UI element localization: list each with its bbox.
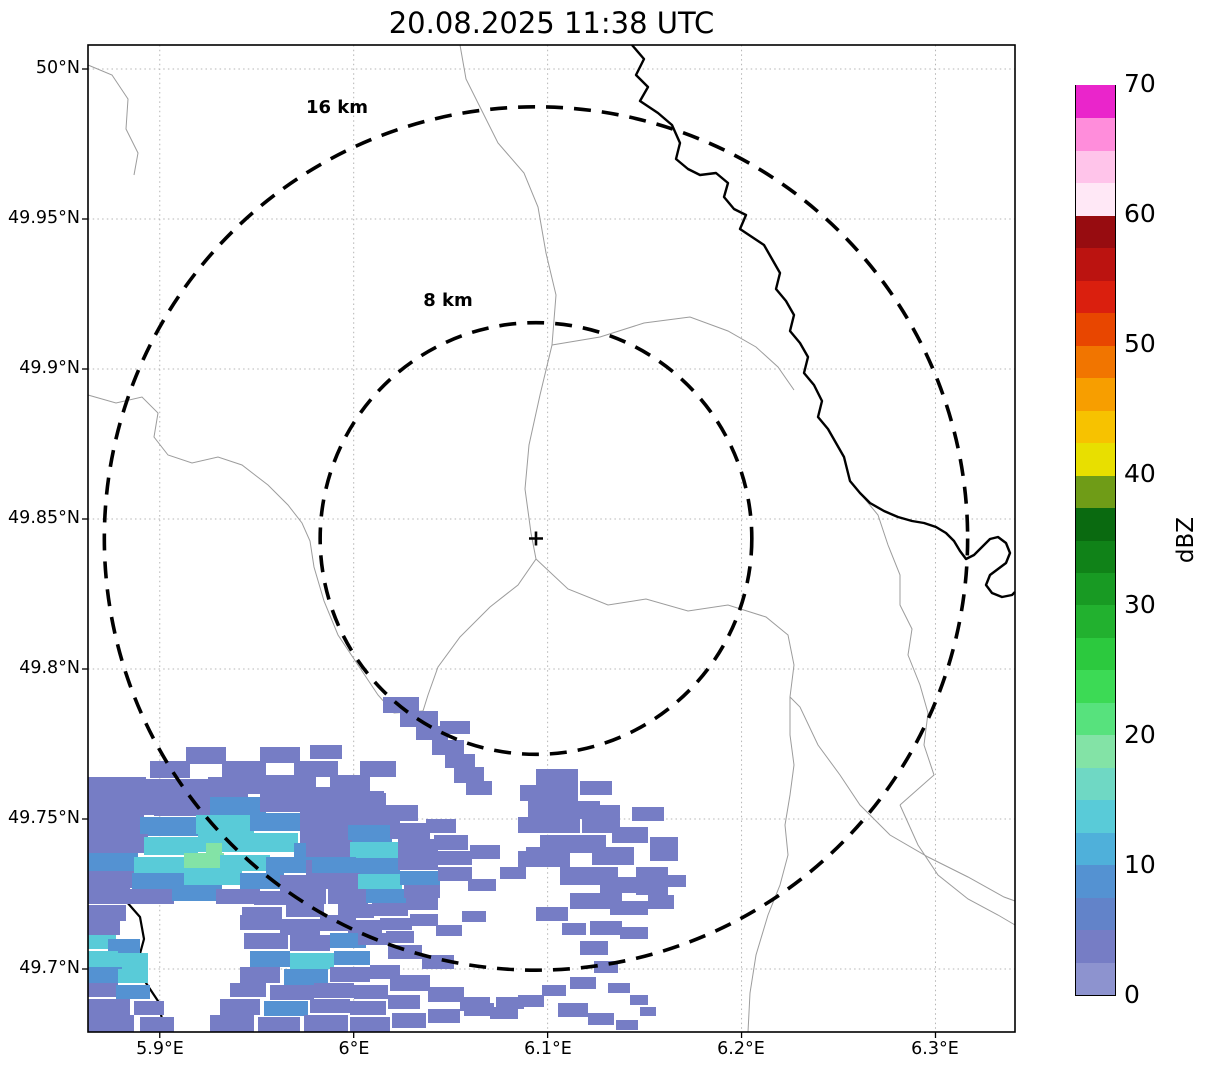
- ring-label-16km: 16 km: [306, 97, 368, 118]
- chart-title: 20.08.2025 11:38 UTC: [388, 6, 715, 40]
- grid-lines: [82, 45, 1015, 1038]
- admin-border-lines: [87, 44, 1016, 1033]
- colorbar-segment: [1076, 279, 1115, 314]
- colorbar-segment: [1076, 799, 1115, 833]
- colorbar-tick-label: 60: [1124, 199, 1156, 228]
- colorbar-tick-label: 70: [1124, 69, 1156, 98]
- x-tick-label: 5.9°E: [136, 1039, 184, 1059]
- colorbar-tick-label: 40: [1124, 459, 1156, 488]
- colorbar-segment: [1076, 831, 1115, 866]
- colorbar-segment: [1076, 864, 1115, 898]
- radar-map-plot: 16 km 8 km: [82, 44, 1016, 1038]
- y-tick-label: 50°N: [35, 58, 80, 78]
- colorbar-segment: [1076, 929, 1115, 963]
- colorbar-segment: [1076, 312, 1115, 346]
- colorbar-segment: [1076, 474, 1115, 509]
- colorbar-segment: [1076, 117, 1115, 151]
- range-rings: [102, 105, 970, 972]
- y-tick-label: 49.8°N: [19, 658, 80, 678]
- colorbar-segment: [1076, 247, 1115, 281]
- colorbar-segment: [1076, 604, 1115, 638]
- y-tick-label: 49.7°N: [19, 958, 80, 978]
- colorbar-segment: [1076, 149, 1115, 184]
- colorbar-segment: [1076, 442, 1115, 476]
- colorbar-segment: [1076, 506, 1115, 541]
- river-line: [631, 44, 1016, 599]
- colorbar-segment: [1076, 669, 1115, 703]
- colorbar-segment: [1076, 766, 1115, 801]
- colorbar-axis-label: dBZ: [1173, 516, 1199, 564]
- colorbar-segment: [1076, 571, 1115, 606]
- colorbar-tick-label: 10: [1124, 850, 1156, 879]
- colorbar-segment: [1076, 377, 1115, 411]
- radar-echoes: [88, 697, 686, 1032]
- colorbar-tick-label: 20: [1124, 720, 1156, 749]
- colorbar-gradient: [1076, 84, 1115, 995]
- x-tick-label: 6.3°E: [911, 1039, 959, 1059]
- colorbar-segment: [1076, 961, 1115, 995]
- colorbar-segment: [1076, 896, 1115, 931]
- x-tick-label: 6.2°E: [717, 1039, 765, 1059]
- colorbar-segment: [1076, 539, 1115, 573]
- x-tick-label: 6.1°E: [524, 1039, 572, 1059]
- colorbar-segment: [1076, 344, 1115, 379]
- x-tick-label: 6°E: [338, 1039, 370, 1059]
- colorbar-segment: [1076, 214, 1115, 249]
- colorbar-segment: [1076, 84, 1115, 119]
- radar-site-marker: [528, 531, 543, 546]
- ring-label-8km: 8 km: [423, 290, 473, 311]
- colorbar-segment: [1076, 701, 1115, 736]
- colorbar-tick-label: 30: [1124, 590, 1156, 619]
- y-tick-label: 49.95°N: [8, 208, 80, 228]
- colorbar-segment: [1076, 734, 1115, 768]
- y-tick-label: 49.9°N: [19, 358, 80, 378]
- colorbar-segment: [1076, 409, 1115, 444]
- colorbar-tick-label: 50: [1124, 329, 1156, 358]
- y-tick-label: 49.85°N: [8, 508, 80, 528]
- plot-frame: [87, 44, 1016, 1033]
- colorbar: [1075, 84, 1116, 996]
- colorbar-segment: [1076, 182, 1115, 216]
- colorbar-segment: [1076, 636, 1115, 671]
- colorbar-tick-label: 0: [1124, 980, 1140, 1009]
- y-tick-label: 49.75°N: [8, 808, 80, 828]
